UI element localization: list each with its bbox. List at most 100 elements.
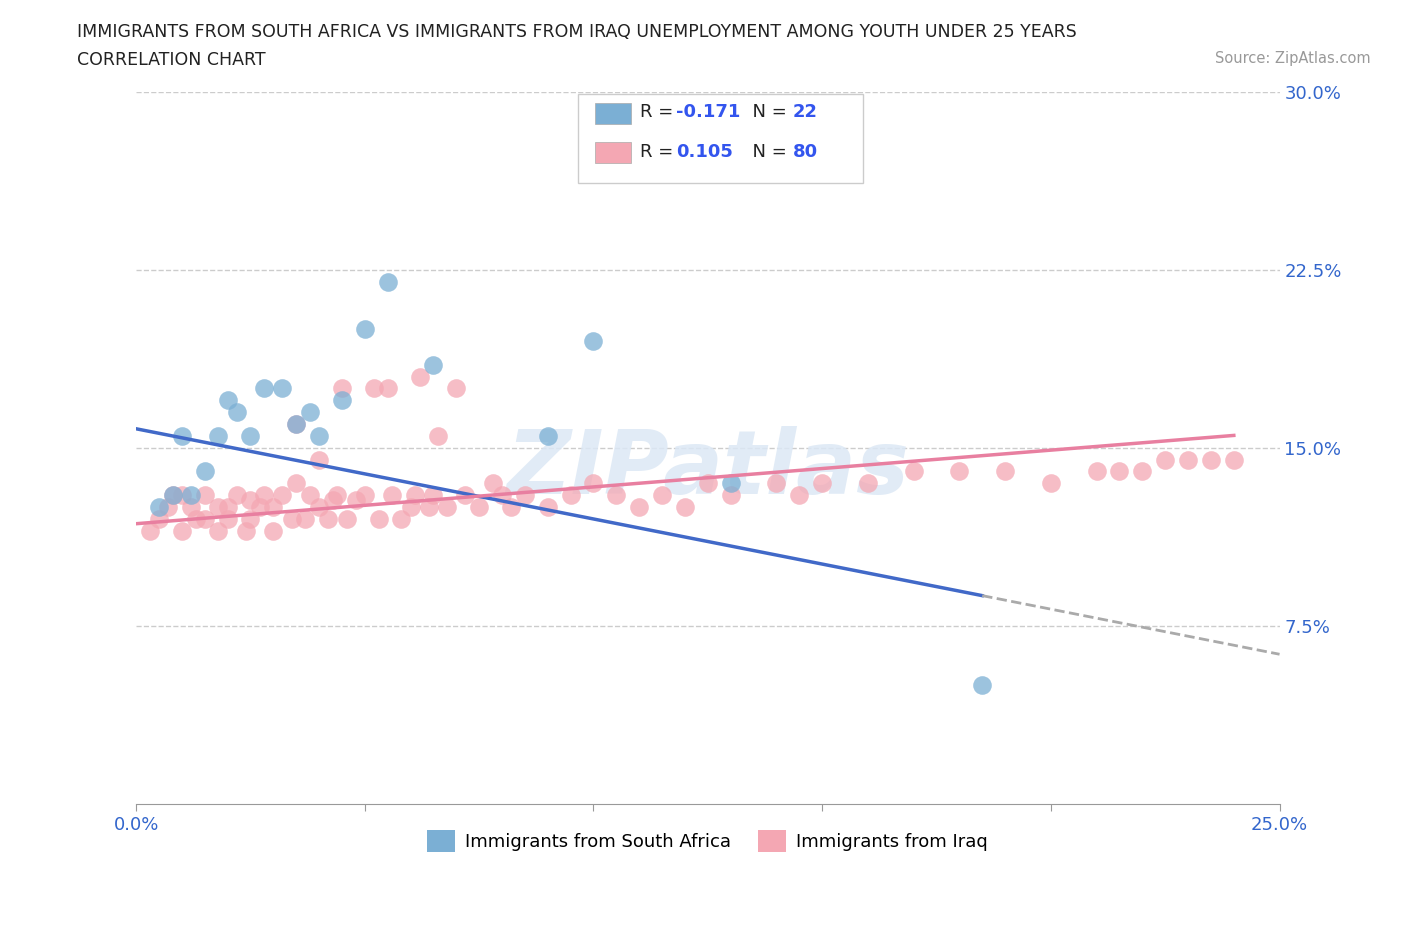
Text: 22: 22 (793, 102, 818, 121)
Text: -0.171: -0.171 (676, 102, 741, 121)
Point (280, 512, 302, 526)
Point (363, 381, 385, 396)
Point (408, 369, 430, 384)
Point (207, 524, 229, 538)
Point (446, 381, 468, 396)
Point (285, 417, 308, 432)
Point (249, 499, 271, 514)
Point (294, 512, 316, 526)
Point (811, 476, 834, 491)
Point (422, 488, 444, 503)
Point (308, 499, 330, 514)
Point (389, 512, 412, 526)
Point (427, 429, 450, 444)
Point (170, 524, 193, 538)
Text: Source: ZipAtlas.com: Source: ZipAtlas.com (1215, 51, 1371, 66)
Point (148, 499, 170, 514)
Point (422, 357, 444, 372)
Point (162, 488, 184, 503)
Point (605, 488, 627, 503)
Point (253, 488, 276, 503)
Point (673, 499, 696, 514)
Point (720, 488, 742, 503)
Text: 0.105: 0.105 (676, 142, 733, 161)
Point (308, 429, 330, 444)
Point (285, 476, 308, 491)
Point (262, 499, 284, 514)
Point (501, 499, 523, 514)
Point (720, 476, 742, 491)
Point (1199, 452, 1222, 467)
Point (326, 488, 349, 503)
Point (217, 392, 239, 407)
Point (157, 499, 180, 514)
Point (194, 464, 217, 479)
Point (285, 417, 308, 432)
Point (170, 488, 193, 503)
Point (468, 499, 491, 514)
Point (377, 381, 399, 396)
Point (308, 452, 330, 467)
Point (1039, 476, 1062, 491)
Point (651, 488, 673, 503)
Point (367, 512, 389, 526)
Point (180, 499, 202, 514)
Point (903, 464, 925, 479)
Point (537, 429, 560, 444)
Point (696, 476, 718, 491)
Point (235, 524, 257, 538)
Point (170, 429, 193, 444)
Point (322, 493, 344, 508)
Point (436, 499, 458, 514)
Point (298, 405, 321, 419)
Point (1154, 452, 1177, 467)
Point (330, 381, 353, 396)
Point (513, 488, 536, 503)
Point (335, 512, 357, 526)
Point (225, 405, 247, 419)
Point (1223, 452, 1246, 467)
Point (271, 381, 294, 396)
Point (765, 476, 787, 491)
Point (194, 488, 217, 503)
Text: N =: N = (741, 142, 793, 161)
Point (207, 429, 229, 444)
Point (1177, 452, 1199, 467)
Text: IMMIGRANTS FROM SOUTH AFRICA VS IMMIGRANTS FROM IRAQ UNEMPLOYMENT AMONG YOUTH UN: IMMIGRANTS FROM SOUTH AFRICA VS IMMIGRAN… (77, 23, 1077, 41)
Point (194, 512, 217, 526)
Point (180, 488, 202, 503)
Point (353, 322, 375, 337)
Point (239, 512, 262, 526)
Text: R =: R = (640, 102, 679, 121)
Point (377, 274, 399, 289)
Point (271, 488, 294, 503)
Text: N =: N = (741, 102, 793, 121)
Legend: Immigrants from South Africa, Immigrants from Iraq: Immigrants from South Africa, Immigrants… (420, 822, 995, 858)
Text: ZIPatlas: ZIPatlas (506, 426, 910, 512)
Point (207, 499, 229, 514)
Point (381, 488, 404, 503)
Point (628, 499, 651, 514)
Point (353, 488, 375, 503)
Point (162, 488, 184, 503)
Point (253, 381, 276, 396)
Text: R =: R = (640, 142, 679, 161)
Point (298, 488, 321, 503)
Point (1108, 464, 1130, 479)
Point (399, 499, 422, 514)
Point (948, 464, 970, 479)
Point (537, 499, 560, 514)
Point (582, 476, 605, 491)
Point (225, 488, 247, 503)
Point (1130, 464, 1153, 479)
Point (316, 512, 339, 526)
Point (148, 512, 170, 526)
Point (404, 488, 426, 503)
Point (972, 678, 994, 693)
Point (560, 488, 582, 503)
Point (139, 524, 162, 538)
Point (418, 499, 440, 514)
Point (491, 488, 513, 503)
Point (217, 512, 239, 526)
Point (454, 488, 477, 503)
